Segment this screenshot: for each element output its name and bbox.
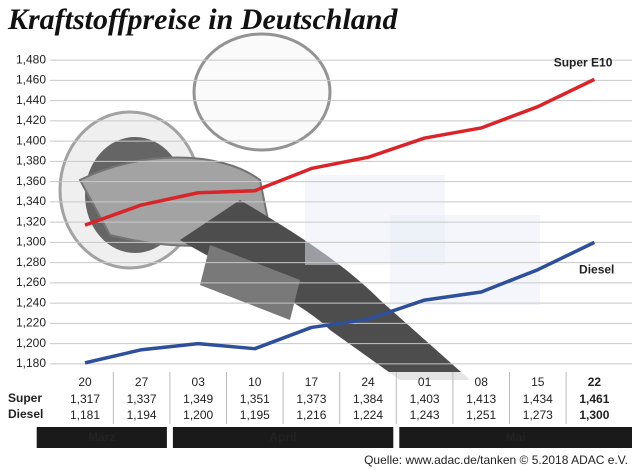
y-tick-label: 1,460 [16,73,46,87]
value-label: 1,200 [183,408,213,422]
y-tick-label: 1,400 [16,133,46,147]
month-label: Mai [506,430,526,444]
value-label: 1,351 [240,392,270,406]
x-tick-label: 22 [588,375,602,389]
x-tick-label: 03 [192,375,206,389]
value-label: 1,413 [466,392,496,406]
value-label: 1,337 [127,392,157,406]
y-tick-label: 1,180 [16,356,46,370]
value-label: 1,434 [523,392,553,406]
fuel-cap [192,32,332,152]
month-bar [172,427,394,448]
x-tick-label: 08 [475,375,489,389]
pump-display [390,215,540,305]
y-tick-label: 1,340 [16,194,46,208]
value-label: 1,251 [466,408,496,422]
x-tick-label: 17 [305,375,319,389]
value-label: 1,195 [240,408,270,422]
x-tick-label: 20 [78,375,92,389]
source: Quelle: www.adac.de/tanken © 5.2018 ADAC… [364,453,628,467]
row-label: Diesel [8,407,43,421]
value-label: 1,300 [579,408,609,422]
x-tick-label: 24 [361,375,375,389]
x-tick-label: 10 [248,375,262,389]
value-label: 1,224 [353,408,383,422]
table-bg [0,372,632,424]
y-tick-label: 1,380 [16,154,46,168]
value-label: 1,373 [296,392,326,406]
x-tick-label: 27 [135,375,149,389]
pump-display [305,175,445,265]
x-tick-label: 01 [418,375,432,389]
y-tick-label: 1,360 [16,174,46,188]
x-tick-label: 15 [531,375,545,389]
hose [180,200,470,380]
month-bar [36,427,167,448]
line [84,240,596,365]
month-label: April [269,430,296,444]
y-tick-label: 1,240 [16,295,46,309]
y-tick-label: 1,280 [16,255,46,269]
legend-label: Super E10 [554,56,613,70]
month-label: März [88,430,115,444]
line [84,77,596,227]
value-label: 1,194 [127,408,157,422]
month-bar [399,427,632,448]
value-label: 1,317 [70,392,100,406]
y-tick-label: 1,320 [16,214,46,228]
y-tick-label: 1,420 [16,113,46,127]
y-tick-label: 1,220 [16,316,46,330]
value-label: 1,181 [70,408,100,422]
y-tick-label: 1,260 [16,275,46,289]
y-tick-label: 1,440 [16,93,46,107]
chart-title: Kraftstoffpreise in Deutschland [7,3,398,36]
value-label: 1,216 [296,408,326,422]
row-label: Super [8,391,42,405]
y-tick-label: 1,200 [16,336,46,350]
value-label: 1,243 [410,408,440,422]
value-label: 1,461 [579,392,609,406]
value-label: 1,273 [523,408,553,422]
value-label: 1,349 [183,392,213,406]
value-label: 1,384 [353,392,383,406]
y-tick-label: 1,300 [16,235,46,249]
legend-label: Diesel [579,263,614,277]
value-label: 1,403 [410,392,440,406]
illustration [58,32,540,380]
y-tick-label: 1,480 [16,52,46,66]
